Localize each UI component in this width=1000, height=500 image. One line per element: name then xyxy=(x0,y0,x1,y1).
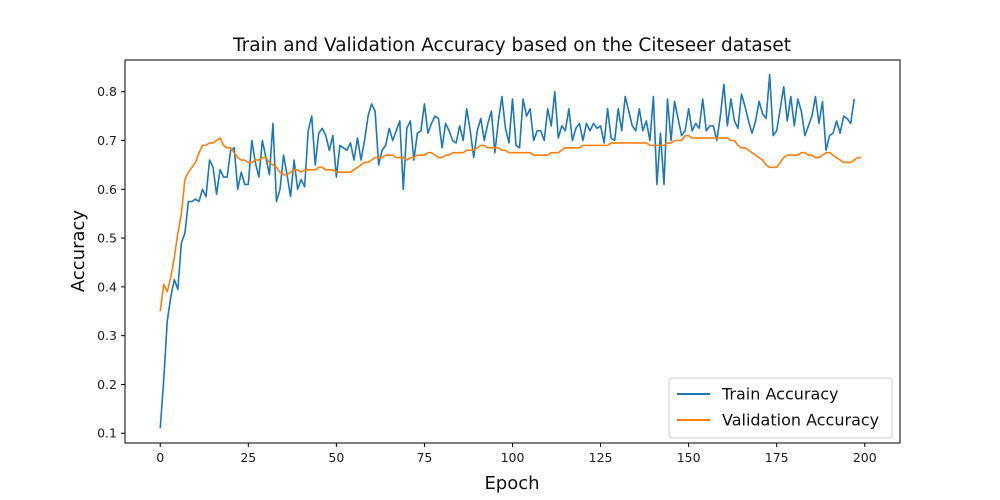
legend-label: Train Accuracy xyxy=(721,385,839,404)
x-tick-label: 75 xyxy=(416,450,432,465)
y-tick-label: 0.2 xyxy=(97,377,117,392)
x-tick-label: 150 xyxy=(677,450,701,465)
y-tick-label: 0.4 xyxy=(97,279,117,294)
series-line-validation-accuracy xyxy=(159,134,862,312)
y-tick-label: 0.5 xyxy=(97,231,117,246)
series-lines xyxy=(159,73,862,429)
x-tick-label: 175 xyxy=(765,450,789,465)
legend: Train Accuracy Validation Accuracy xyxy=(668,377,893,439)
x-axis-title: Epoch xyxy=(484,473,539,494)
y-tick-label: 0.1 xyxy=(97,426,117,441)
x-axis: 0 25 50 75 100 125 150 175 200 xyxy=(156,443,877,465)
x-tick-label: 200 xyxy=(853,450,877,465)
x-tick-label: 0 xyxy=(156,450,164,465)
y-tick-label: 0.6 xyxy=(97,182,117,197)
y-axis-title: Accuracy xyxy=(68,210,89,293)
legend-box xyxy=(668,377,893,439)
y-axis: 0.1 0.2 0.3 0.4 0.5 0.6 0.7 0.8 xyxy=(97,84,125,441)
x-tick-label: 125 xyxy=(589,450,613,465)
x-tick-label: 100 xyxy=(501,450,525,465)
chart-title: Train and Validation Accuracy based on t… xyxy=(232,35,791,56)
y-tick-label: 0.8 xyxy=(97,84,117,99)
y-tick-label: 0.3 xyxy=(97,328,117,343)
legend-label: Validation Accuracy xyxy=(722,411,879,430)
series-line-train-accuracy xyxy=(159,73,855,429)
x-tick-label: 50 xyxy=(328,450,344,465)
x-tick-label: 25 xyxy=(240,450,256,465)
y-tick-label: 0.7 xyxy=(97,133,117,148)
